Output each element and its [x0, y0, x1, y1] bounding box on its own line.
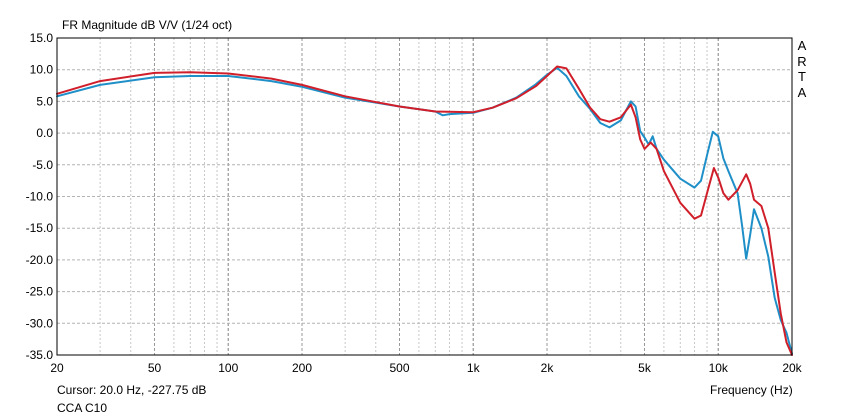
x-tick-label: 200	[292, 361, 312, 375]
y-tick-label: -10.0	[26, 190, 54, 204]
chart-series-layer	[56, 65, 793, 356]
y-tick-label: -30.0	[26, 316, 54, 330]
y-tick-label: 10.0	[30, 63, 54, 77]
x-tick-label: 500	[389, 361, 409, 375]
chart-grid	[57, 38, 792, 355]
x-tick-label: 10k	[709, 361, 729, 375]
x-tick-label: 20	[50, 361, 64, 375]
x-axis-label: Frequency (Hz)	[710, 383, 793, 397]
y-tick-label: -5.0	[32, 158, 53, 172]
series-line-2	[56, 65, 793, 356]
x-tick-label: 2k	[541, 361, 555, 375]
y-tick-label: 15.0	[30, 31, 54, 45]
x-tick-label: 1k	[467, 361, 481, 375]
y-tick-label: -35.0	[26, 348, 54, 362]
y-tick-label: -25.0	[26, 285, 54, 299]
x-tick-label: 20k	[782, 361, 802, 375]
plot-frame	[56, 37, 793, 356]
y-tick-label: 5.0	[36, 94, 53, 108]
x-tick-label: 100	[218, 361, 238, 375]
chart-title: FR Magnitude dB V/V (1/24 oct)	[62, 18, 233, 32]
device-label: CCA C10	[57, 401, 108, 415]
arta-brand-label: A R T A	[796, 38, 808, 100]
brand-letter: A	[797, 84, 807, 100]
brand-letter: T	[798, 69, 806, 84]
brand-letter: A	[797, 38, 807, 53]
y-axis-ticks: 15.0 10.0 5.0 0.0 -5.0 -10.0 -15.0 -20.0 -25.0 -3…	[26, 31, 54, 362]
y-tick-label: -15.0	[26, 221, 54, 235]
y-tick-label: 0.0	[36, 126, 53, 140]
y-tick-label: -20.0	[26, 253, 54, 267]
x-axis-ticks: 20 50 100 200 500 1k 2k 5k 10k 20k	[50, 361, 802, 375]
x-tick-label: 5k	[638, 361, 652, 375]
brand-letter: R	[797, 53, 807, 69]
x-tick-label: 50	[148, 361, 162, 375]
cursor-readout: Cursor: 20.0 Hz, -227.75 dB	[57, 383, 207, 397]
